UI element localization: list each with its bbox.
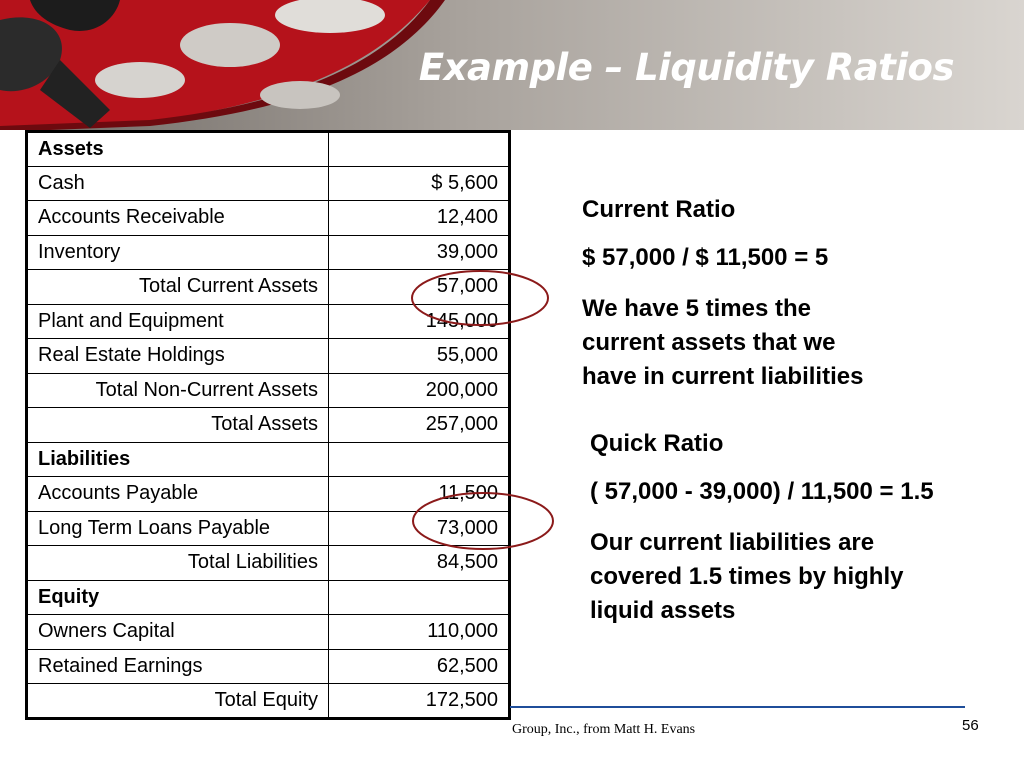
row-value: 73,000 xyxy=(328,510,510,546)
row-value: 172,500 xyxy=(328,683,510,719)
row-label: Cash xyxy=(26,165,329,201)
row-value: 145,000 xyxy=(328,303,510,339)
table-row: Total Equity 172,500 xyxy=(26,683,510,719)
row-label: Total Equity xyxy=(26,683,329,719)
table-row: Accounts Payable 11,500 xyxy=(26,476,510,512)
row-label: Total Non-Current Assets xyxy=(26,372,329,408)
row-label: Long Term Loans Payable xyxy=(26,510,329,546)
empty-cell xyxy=(328,131,510,167)
section-heading: Liabilities xyxy=(26,441,329,477)
heading: Current Ratio xyxy=(582,196,736,223)
section-heading: Equity xyxy=(26,579,329,615)
explanation-line: have in current liabilities xyxy=(582,363,864,390)
row-label: Total Current Assets xyxy=(26,269,329,305)
table-row: Inventory 39,000 xyxy=(26,234,510,270)
row-value: 200,000 xyxy=(328,372,510,408)
explanation-line: current assets that we xyxy=(582,329,836,356)
formula: $ 57,000 / $ 11,500 = 5 xyxy=(582,244,829,271)
heading: Quick Ratio xyxy=(590,430,724,457)
table-row: Equity xyxy=(26,579,510,615)
table-row: Total Liabilities 84,500 xyxy=(26,545,510,581)
table-row: Total Current Assets 57,000 xyxy=(26,269,510,305)
header-banner xyxy=(0,0,1024,130)
row-value: 110,000 xyxy=(328,614,510,650)
quick-ratio-block: Quick Ratio ( 57,000 - 39,000) / 11,500 … xyxy=(590,430,934,628)
current-ratio-block: Current Ratio $ 57,000 / $ 11,500 = 5 We… xyxy=(582,196,863,394)
row-label: Accounts Receivable xyxy=(26,200,329,236)
row-label: Total Liabilities xyxy=(26,545,329,581)
table-row: Liabilities xyxy=(26,441,510,477)
formula: ( 57,000 - 39,000) / 11,500 = 1.5 xyxy=(590,478,934,505)
slide-title: Example – Liquidity Ratios xyxy=(418,46,955,89)
empty-cell xyxy=(328,441,510,477)
table-row: Long Term Loans Payable 73,000 xyxy=(26,510,510,546)
table-row: Accounts Receivable 12,400 xyxy=(26,200,510,236)
empty-cell xyxy=(328,579,510,615)
row-label: Total Assets xyxy=(26,407,329,443)
row-value: $ 5,600 xyxy=(328,165,510,201)
page-number: 56 xyxy=(962,717,979,734)
row-label: Accounts Payable xyxy=(26,476,329,512)
row-value: 12,400 xyxy=(328,200,510,236)
table-row: Retained Earnings 62,500 xyxy=(26,648,510,684)
footer-source: Group, Inc., from Matt H. Evans xyxy=(512,722,696,737)
row-label: Inventory xyxy=(26,234,329,270)
row-value: 55,000 xyxy=(328,338,510,374)
row-value: 84,500 xyxy=(328,545,510,581)
row-label: Real Estate Holdings xyxy=(26,338,329,374)
explanation-line: covered 1.5 times by highly xyxy=(590,563,904,590)
table-row: Total Non-Current Assets 200,000 xyxy=(26,372,510,408)
table-row: Cash $ 5,600 xyxy=(26,165,510,201)
section-heading: Assets xyxy=(26,131,329,167)
table-row: Owners Capital 110,000 xyxy=(26,614,510,650)
explanation-line: liquid assets xyxy=(590,597,736,624)
table-row: Plant and Equipment 145,000 xyxy=(26,303,510,339)
row-value: 257,000 xyxy=(328,407,510,443)
balance-sheet-table: Assets Cash $ 5,600 Accounts Receivable 12,4… xyxy=(25,130,511,720)
row-label: Owners Capital xyxy=(26,614,329,650)
row-label: Plant and Equipment xyxy=(26,303,329,339)
table-row: Total Assets 257,000 xyxy=(26,407,510,443)
explanation-line: Our current liabilities are xyxy=(590,529,875,556)
row-value: 11,500 xyxy=(328,476,510,512)
row-value: 57,000 xyxy=(328,269,510,305)
table-row: Real Estate Holdings 55,000 xyxy=(26,338,510,374)
row-value: 39,000 xyxy=(328,234,510,270)
table-row: Assets xyxy=(26,131,510,167)
explanation-line: We have 5 times the xyxy=(582,295,811,322)
row-value: 62,500 xyxy=(328,648,510,684)
row-label: Retained Earnings xyxy=(26,648,329,684)
